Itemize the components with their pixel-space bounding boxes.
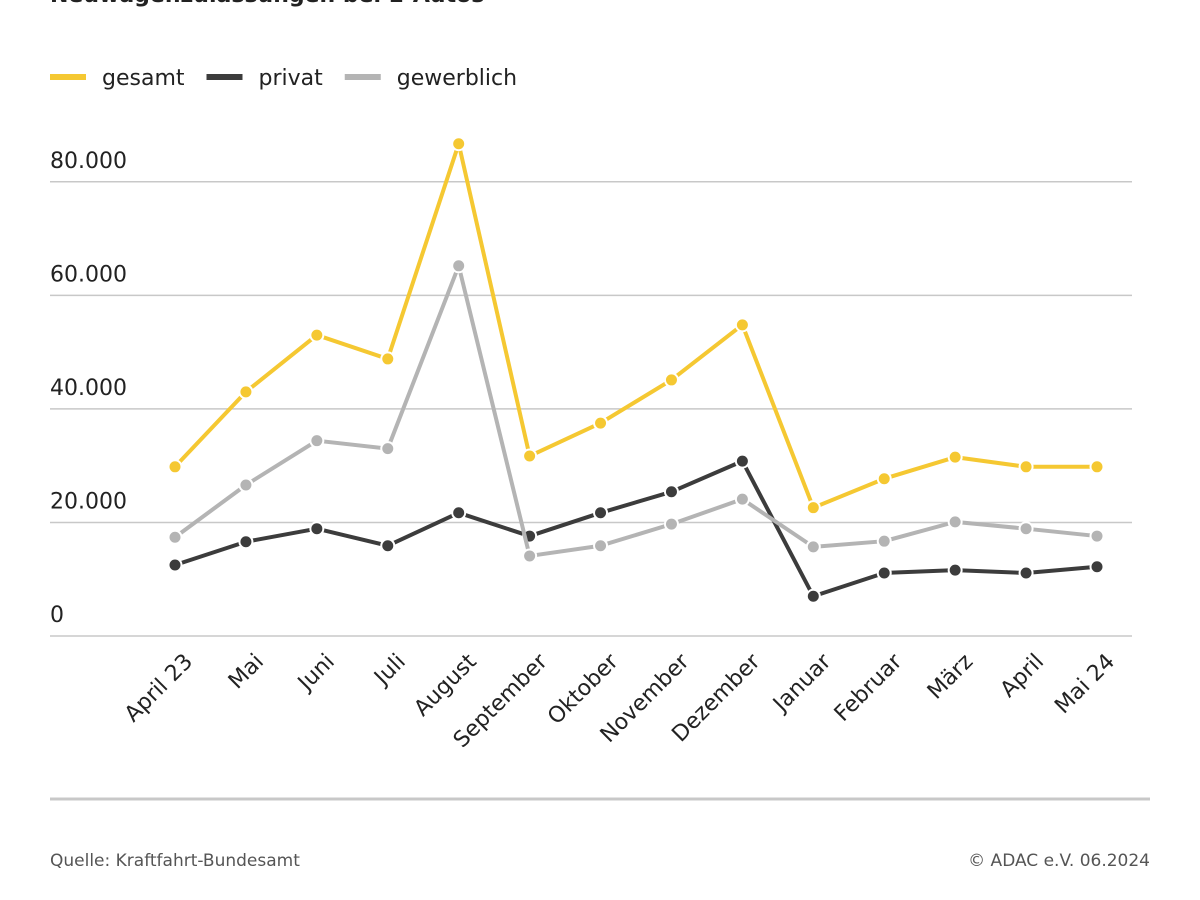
chart-title: Neuwagenzulassungen bei E-Autos bbox=[50, 0, 484, 8]
y-tick-label: 40.000 bbox=[50, 376, 127, 401]
data-point bbox=[876, 471, 892, 487]
credit: © ADAC e.V. 06.2024 bbox=[968, 851, 1150, 871]
x-tick-label: Juli bbox=[369, 649, 411, 691]
series-line bbox=[173, 141, 1097, 510]
data-point bbox=[876, 533, 892, 549]
data-point bbox=[947, 449, 963, 465]
series-line bbox=[174, 459, 1098, 599]
y-tick-label: 0 bbox=[50, 603, 64, 628]
data-point bbox=[663, 372, 679, 388]
data-point bbox=[734, 453, 750, 469]
data-point bbox=[1089, 459, 1105, 475]
y-tick-label: 20.000 bbox=[50, 489, 127, 514]
x-tick-label: Januar bbox=[767, 649, 837, 719]
y-tick-label: 80.000 bbox=[50, 149, 127, 174]
x-tick-label: Juni bbox=[292, 649, 340, 697]
x-tick-label: Mai bbox=[224, 649, 269, 694]
source: Quelle: Kraftfahrt-Bundesamt bbox=[50, 851, 300, 871]
legend-label: gesamt bbox=[102, 66, 185, 91]
data-point bbox=[805, 539, 821, 555]
data-point bbox=[238, 477, 254, 493]
data-point bbox=[309, 433, 325, 449]
data-point bbox=[238, 534, 254, 550]
data-point bbox=[876, 565, 892, 581]
data-point bbox=[309, 327, 325, 343]
data-point bbox=[663, 516, 679, 532]
data-point bbox=[309, 521, 325, 537]
data-point bbox=[380, 538, 396, 554]
data-point bbox=[663, 484, 679, 500]
data-point bbox=[1089, 528, 1105, 544]
y-tick-label: 60.000 bbox=[50, 262, 127, 287]
series-line bbox=[173, 263, 1098, 558]
x-tick-label: April 23 bbox=[120, 649, 198, 727]
x-tick-label: August bbox=[410, 649, 482, 721]
data-point bbox=[451, 258, 467, 274]
data-point bbox=[380, 351, 396, 367]
x-tick-label: April bbox=[996, 649, 1049, 702]
data-point bbox=[167, 529, 183, 545]
data-point bbox=[1018, 459, 1034, 475]
data-point bbox=[593, 415, 609, 431]
data-point bbox=[451, 505, 467, 521]
data-point bbox=[593, 505, 609, 521]
data-point bbox=[947, 562, 963, 578]
data-point bbox=[1089, 559, 1105, 575]
data-point bbox=[1018, 565, 1034, 581]
data-point bbox=[167, 459, 183, 475]
data-point bbox=[167, 557, 183, 573]
data-point bbox=[805, 500, 821, 516]
data-point bbox=[947, 514, 963, 530]
data-point bbox=[451, 136, 467, 152]
x-tick-label: Mai 24 bbox=[1050, 649, 1120, 719]
x-tick-label: März bbox=[923, 649, 978, 704]
data-point bbox=[805, 588, 821, 604]
data-point bbox=[734, 317, 750, 333]
data-point bbox=[238, 384, 254, 400]
data-point bbox=[593, 538, 609, 554]
x-tick-label: Februar bbox=[830, 649, 908, 727]
data-point bbox=[380, 441, 396, 457]
data-point bbox=[522, 548, 538, 564]
data-point bbox=[734, 491, 750, 507]
data-point bbox=[1018, 521, 1034, 537]
data-point bbox=[522, 448, 538, 464]
legend-label: privat bbox=[259, 66, 324, 91]
legend-label: gewerblich bbox=[397, 66, 517, 91]
